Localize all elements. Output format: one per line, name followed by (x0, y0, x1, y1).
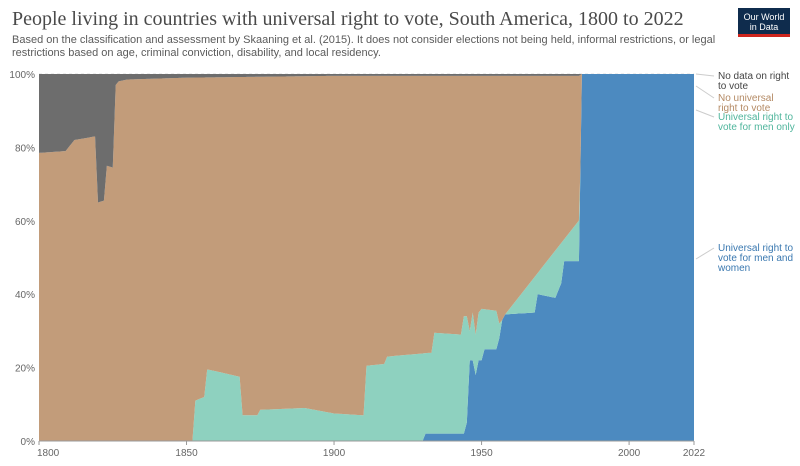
x-tick-label-4: 2000 (618, 448, 641, 459)
legend-label-1-0: Universal right to (718, 112, 793, 123)
y-tick-label-2: 40% (15, 290, 35, 301)
y-tick-label-5: 100% (9, 70, 35, 81)
legend-label-3-1: to vote (718, 81, 748, 92)
logo-accent-bar (738, 34, 790, 37)
chart-subtitle: Based on the classification and assessme… (12, 34, 716, 59)
y-tick-label-3: 60% (15, 217, 35, 228)
x-tick-label-1: 1850 (175, 448, 198, 459)
area-series-2[interactable] (39, 74, 694, 441)
y-tick-label-1: 20% (15, 364, 35, 375)
legend-label-2-0: No universal (718, 93, 774, 104)
legend-label-0-1: vote for men and (718, 253, 793, 264)
x-tick-label-3: 1950 (470, 448, 493, 459)
legend-label-1-1: vote for men only (718, 122, 795, 133)
logo-line-2: in Data (749, 22, 779, 32)
legend-connector-0 (695, 247, 715, 260)
x-axis-ticks: 1800 1850 1900 1950 2000 2022 (37, 441, 706, 459)
y-axis-ticks: 0% 20% 40% 60% 80% 100% (9, 70, 35, 448)
legend-label-0-2: women (717, 263, 750, 274)
chart-title: People living in countries with universa… (12, 8, 684, 30)
area-series-3[interactable] (39, 74, 694, 203)
owid-logo[interactable]: Our World in Data (738, 8, 790, 36)
legend-connector-2 (695, 85, 715, 99)
legend-label-0-0: Universal right to (718, 243, 793, 254)
y-tick-label-0: 0% (21, 437, 36, 448)
x-tick-label-2: 1900 (323, 448, 346, 459)
logo-line-1: Our World (743, 12, 785, 22)
legend-connector-1 (695, 109, 715, 118)
x-tick-label-0: 1800 (37, 448, 60, 459)
area-series-1[interactable] (39, 74, 694, 441)
legend-connector-3 (695, 73, 715, 77)
legend-label-2-1: right to vote (718, 103, 771, 114)
area-series (39, 74, 694, 442)
x-tick-label-5: 2022 (683, 448, 706, 459)
y-tick-label-4: 80% (15, 143, 35, 154)
area-series-0[interactable] (39, 74, 694, 441)
legend-label-3-0: No data on right (718, 71, 789, 82)
